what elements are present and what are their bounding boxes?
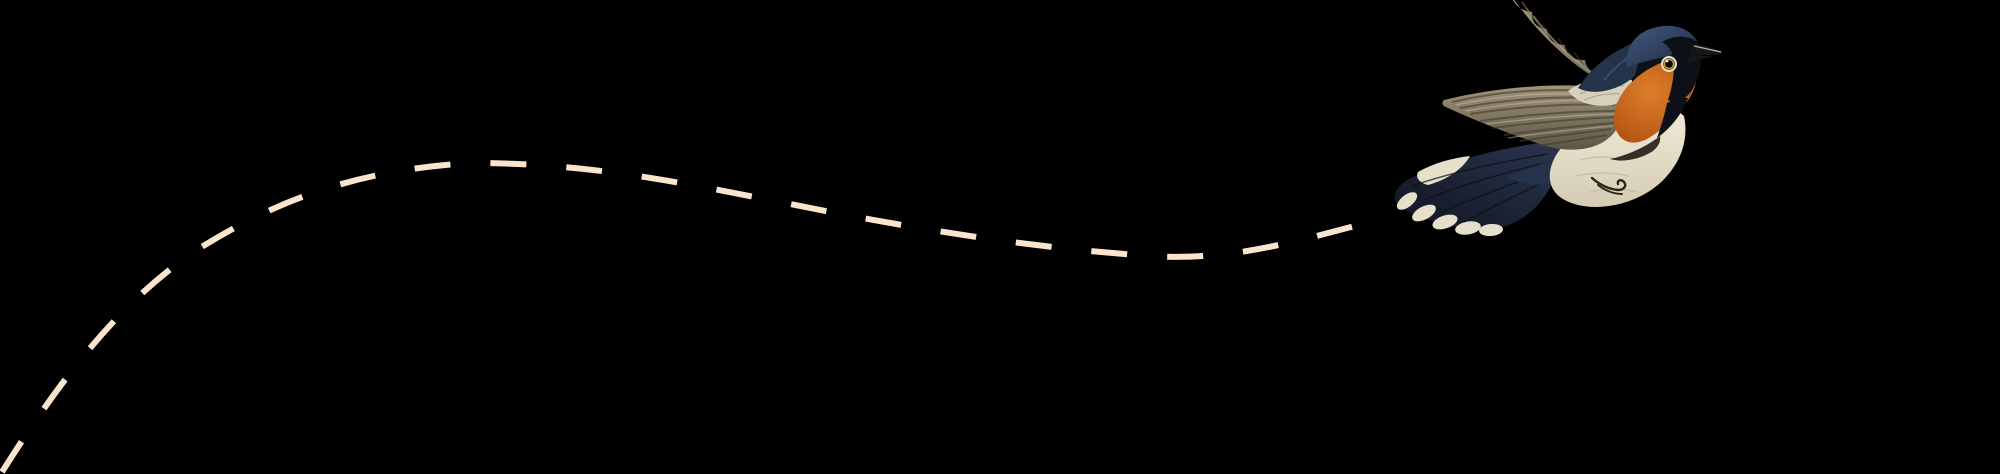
eye-gold-ring <box>1663 58 1675 70</box>
beak-highlight <box>1693 45 1722 53</box>
bird-near-wing <box>1442 85 1624 150</box>
eye-glint <box>1665 59 1669 63</box>
bird-tail <box>1394 140 1562 237</box>
bird-side-band <box>1657 97 1688 138</box>
tail-tip-scallops <box>1396 192 1503 237</box>
breast-shadow <box>1610 136 1661 161</box>
dashed-flight-path <box>0 159 1371 474</box>
tail-white-patch <box>1417 156 1470 185</box>
bird-crown <box>1626 25 1697 67</box>
eye-pupil <box>1666 61 1672 67</box>
bird-feet <box>1590 176 1627 195</box>
bird-beak <box>1687 44 1723 63</box>
swallow-bird <box>1394 0 1723 237</box>
bird-eye <box>1661 56 1677 72</box>
